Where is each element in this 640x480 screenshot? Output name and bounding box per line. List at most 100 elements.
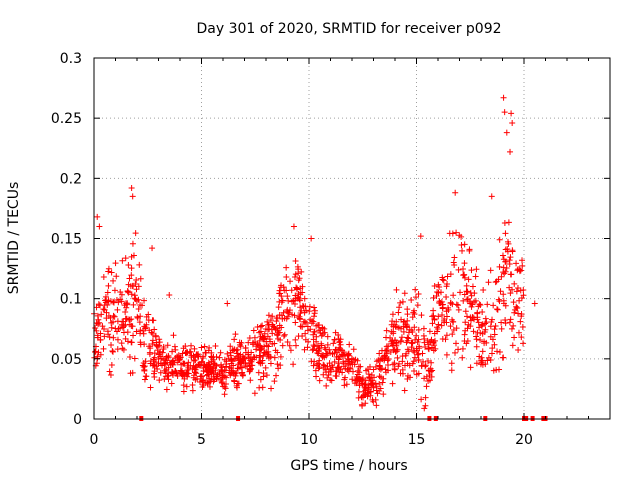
- data-point: [311, 304, 318, 311]
- data-point: [496, 236, 503, 243]
- data-point: [393, 342, 400, 349]
- data-point: [480, 287, 487, 294]
- data-point: [114, 306, 121, 313]
- data-point: [110, 299, 117, 306]
- data-point: [425, 345, 432, 352]
- data-point: [494, 306, 501, 313]
- data-point: [168, 380, 175, 387]
- data-point: [267, 360, 274, 367]
- data-point: [473, 336, 480, 343]
- data-point: [276, 298, 283, 305]
- data-point: [171, 343, 178, 350]
- data-point: [262, 326, 269, 333]
- data-point: [280, 309, 287, 316]
- data-point: [130, 301, 137, 308]
- data-point: [302, 330, 309, 337]
- data-point: [311, 343, 318, 350]
- data-point: [120, 346, 127, 353]
- data-point: [476, 301, 483, 308]
- data-point: [409, 314, 416, 321]
- data-point: [429, 320, 436, 327]
- data-point: [308, 235, 315, 242]
- data-point: [228, 356, 235, 363]
- data-point: [96, 223, 103, 230]
- data-point: [245, 354, 252, 361]
- data-point: [370, 384, 377, 391]
- data-point: [395, 309, 402, 316]
- data-point: [122, 255, 129, 262]
- data-point: [169, 359, 176, 366]
- data-point: [341, 382, 348, 389]
- data-point: [316, 363, 323, 370]
- data-point: [488, 193, 495, 200]
- data-point: [255, 342, 262, 349]
- data-point: [466, 246, 473, 253]
- data-point: [108, 319, 115, 326]
- data-point: [459, 247, 466, 254]
- data-point: [296, 295, 303, 302]
- data-point: [302, 303, 309, 310]
- data-point: [474, 310, 481, 317]
- data-point: [492, 279, 499, 286]
- data-point: [389, 337, 396, 344]
- data-point: [335, 360, 342, 367]
- data-point: [452, 349, 459, 356]
- data-point: [316, 344, 323, 351]
- data-point: [158, 355, 165, 362]
- data-point: [408, 344, 415, 351]
- data-point: [236, 339, 243, 346]
- y-axis-label: SRMTID / TECUs: [6, 182, 22, 295]
- data-point: [130, 252, 137, 259]
- data-point: [303, 319, 310, 326]
- data-point: [490, 302, 497, 309]
- data-point: [195, 361, 202, 368]
- data-point: [431, 342, 438, 349]
- data-point: [275, 365, 282, 372]
- data-point: [509, 247, 516, 254]
- data-point: [287, 278, 294, 285]
- data-point: [373, 402, 380, 409]
- data-point: [352, 377, 359, 384]
- data-point: [460, 272, 467, 279]
- data-point: [472, 297, 479, 304]
- data-point: [518, 311, 525, 318]
- data-point: [119, 345, 126, 352]
- data-point: [265, 353, 272, 360]
- data-point: [508, 325, 515, 332]
- data-point: [181, 360, 188, 367]
- data-point: [397, 370, 404, 377]
- data-point: [221, 356, 228, 363]
- grid: [94, 58, 610, 419]
- data-point: [338, 351, 345, 358]
- data-point: [391, 365, 398, 372]
- data-point: [453, 325, 460, 332]
- data-point: [313, 373, 320, 380]
- data-point: [343, 381, 350, 388]
- data-point: [283, 264, 290, 271]
- data-point: [470, 328, 477, 335]
- data-point: [453, 229, 460, 236]
- data-point: [222, 385, 229, 392]
- data-point: [182, 343, 189, 350]
- data-point: [443, 351, 450, 358]
- data-point: [443, 283, 450, 290]
- data-point: [143, 373, 150, 380]
- data-point: [297, 285, 304, 292]
- data-point: [113, 328, 120, 335]
- data-point: [414, 351, 421, 358]
- data-point: [507, 290, 514, 297]
- data-point: [130, 332, 137, 339]
- data-point: [285, 297, 292, 304]
- data-point: [513, 303, 520, 310]
- data-point: [500, 269, 507, 276]
- y-tick-label: 0.2: [60, 171, 82, 187]
- data-points: [91, 94, 538, 412]
- data-point: [111, 313, 118, 320]
- data-point: [163, 386, 170, 393]
- data-point: [316, 377, 323, 384]
- data-point: [327, 368, 334, 375]
- data-point: [292, 336, 299, 343]
- data-point: [447, 271, 454, 278]
- data-point: [124, 301, 131, 308]
- data-point: [503, 264, 510, 271]
